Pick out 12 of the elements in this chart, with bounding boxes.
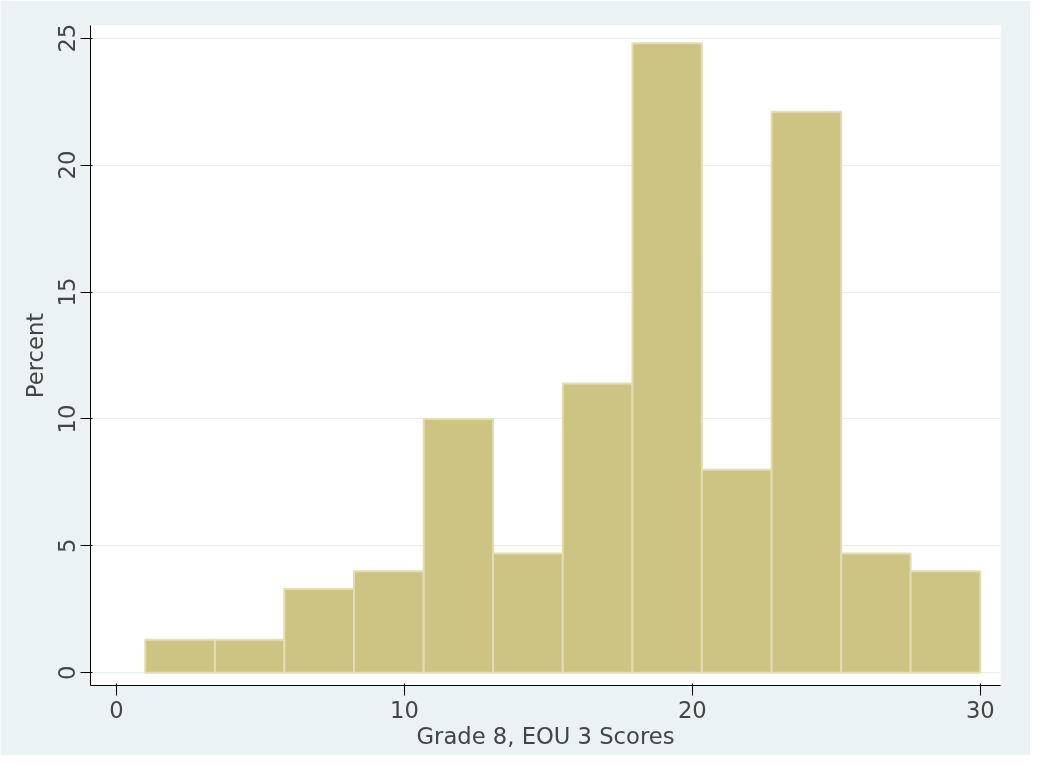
- y-tick-label: 15: [54, 277, 81, 307]
- y-axis-title: Percent: [21, 312, 48, 399]
- y-tick-label: 10: [54, 404, 81, 434]
- x-tick-label: 30: [965, 696, 995, 723]
- x-axis-title: Grade 8, EOU 3 Scores: [416, 722, 675, 749]
- x-tick-label: 0: [109, 696, 124, 723]
- y-tick-label: 5: [54, 538, 81, 554]
- x-tick-label: 10: [389, 696, 419, 723]
- x-tick-label: 20: [677, 696, 707, 723]
- y-tick-label: 25: [54, 23, 81, 53]
- y-tick-label: 0: [54, 665, 81, 681]
- y-tick-label: 20: [54, 150, 81, 180]
